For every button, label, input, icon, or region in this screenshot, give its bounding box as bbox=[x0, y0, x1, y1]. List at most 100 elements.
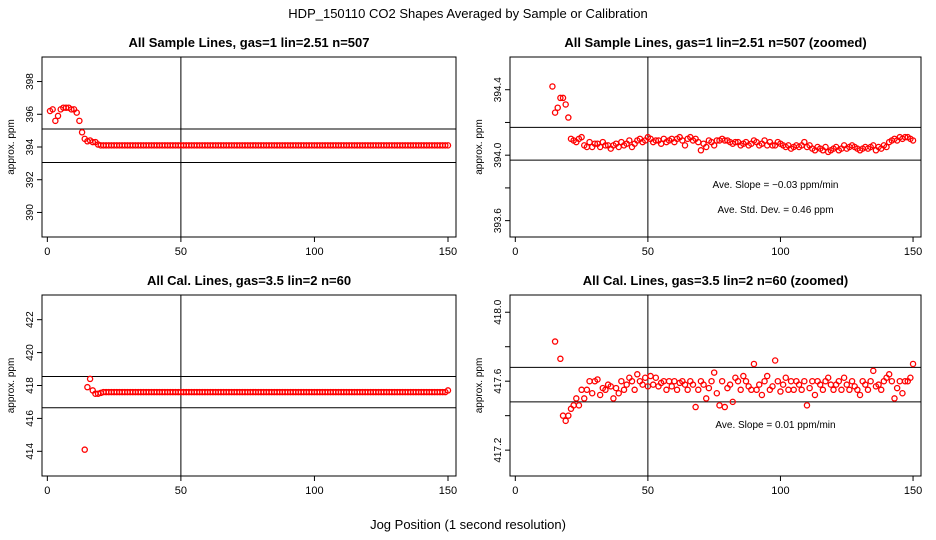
data-point bbox=[769, 142, 776, 149]
data-point bbox=[862, 381, 869, 388]
data-point bbox=[843, 381, 851, 388]
panel-annotation: Ave. Slope = −0.03 ppm/min bbox=[712, 180, 838, 191]
data-point bbox=[816, 381, 824, 388]
data-point bbox=[586, 377, 593, 385]
x-tick-label: 100 bbox=[771, 485, 789, 497]
data-point bbox=[798, 386, 805, 394]
data-point bbox=[554, 104, 561, 111]
data-point bbox=[631, 386, 638, 394]
data-point bbox=[782, 374, 790, 381]
data-point bbox=[689, 381, 697, 388]
y-axis-label: approx. ppm bbox=[6, 358, 17, 414]
data-point bbox=[721, 403, 729, 411]
data-point bbox=[583, 386, 591, 394]
data-point bbox=[580, 395, 588, 402]
data-point bbox=[549, 83, 556, 90]
data-point bbox=[716, 402, 723, 409]
data-point bbox=[663, 386, 670, 394]
y-tick-label: 417.6 bbox=[493, 368, 504, 393]
x-tick-label: 50 bbox=[642, 485, 654, 497]
data-point bbox=[758, 391, 766, 399]
plot-frame bbox=[41, 294, 457, 477]
x-tick-label: 100 bbox=[305, 246, 323, 258]
data-point bbox=[899, 390, 906, 397]
data-point bbox=[753, 386, 760, 394]
data-point bbox=[634, 371, 641, 378]
data-point bbox=[588, 390, 596, 397]
data-point bbox=[806, 384, 813, 392]
data-point bbox=[838, 386, 845, 394]
data-point bbox=[565, 412, 572, 419]
y-tick-label: 394 bbox=[25, 138, 36, 155]
y-tick-label: 418.0 bbox=[493, 299, 504, 324]
data-point bbox=[668, 383, 675, 390]
data-point bbox=[710, 369, 718, 376]
data-point bbox=[615, 390, 622, 397]
x-tick-label: 0 bbox=[512, 246, 518, 258]
data-point bbox=[909, 137, 917, 144]
data-point bbox=[68, 106, 75, 113]
x-tick-label: 150 bbox=[904, 246, 922, 258]
data-point bbox=[864, 386, 872, 394]
data-point bbox=[575, 402, 583, 409]
data-point bbox=[673, 386, 681, 394]
data-point bbox=[750, 360, 758, 368]
y-tick-label: 416 bbox=[25, 410, 36, 427]
x-tick-label: 50 bbox=[175, 246, 187, 258]
data-point bbox=[877, 386, 885, 394]
data-point bbox=[737, 386, 744, 394]
data-point bbox=[803, 402, 811, 409]
panel-annotation: Ave. Slope = 0.01 ppm/min bbox=[715, 420, 835, 431]
x-tick-label: 0 bbox=[44, 485, 50, 497]
figure-title: HDP_150110 CO2 Shapes Averaged by Sample… bbox=[288, 6, 648, 21]
y-axis-label: approx. ppm bbox=[6, 119, 17, 175]
data-point bbox=[444, 142, 452, 149]
data-point bbox=[612, 384, 620, 392]
data-point bbox=[697, 147, 705, 154]
data-point bbox=[573, 395, 580, 402]
data-point bbox=[756, 381, 763, 388]
y-tick-label: 398 bbox=[25, 73, 36, 90]
data-point bbox=[618, 377, 625, 385]
data-point bbox=[856, 391, 864, 399]
y-axis-label: approx. ppm bbox=[474, 119, 485, 175]
data-point bbox=[444, 387, 452, 394]
x-tick-label: 150 bbox=[439, 485, 457, 497]
data-point bbox=[602, 386, 609, 394]
data-point bbox=[705, 384, 713, 392]
data-point bbox=[708, 377, 715, 385]
data-point bbox=[557, 94, 564, 102]
y-tick-label: 392 bbox=[25, 171, 36, 188]
data-point bbox=[761, 377, 768, 385]
x-tick-label: 50 bbox=[175, 485, 187, 497]
data-point bbox=[740, 372, 747, 380]
data-point bbox=[867, 377, 874, 385]
data-point bbox=[78, 129, 86, 136]
data-point bbox=[562, 417, 569, 425]
data-point bbox=[557, 355, 564, 363]
data-point bbox=[779, 381, 787, 388]
x-tick-label: 50 bbox=[642, 246, 654, 258]
chart-panel-1: All Sample Lines, gas=1 lin=2.51 n=507 0 5… bbox=[6, 35, 457, 258]
data-point bbox=[846, 386, 853, 394]
data-point bbox=[819, 386, 827, 394]
data-point bbox=[809, 377, 816, 385]
data-point bbox=[596, 391, 604, 399]
plot-frame bbox=[509, 56, 922, 238]
data-point bbox=[822, 143, 829, 151]
panel-title: All Cal. Lines, gas=3.5 lin=2 n=60 (zoom… bbox=[583, 273, 849, 288]
data-point bbox=[76, 117, 83, 125]
y-tick-label: 394.0 bbox=[493, 142, 504, 167]
data-point bbox=[54, 112, 62, 120]
data-point bbox=[591, 140, 599, 147]
data-point bbox=[565, 114, 572, 121]
panel-annotation: Ave. Std. Dev. = 0.46 ppm bbox=[717, 205, 833, 216]
data-point bbox=[86, 375, 94, 383]
data-point bbox=[795, 381, 803, 388]
data-point bbox=[840, 374, 848, 381]
data-point bbox=[551, 338, 559, 345]
data-point bbox=[888, 377, 896, 385]
data-point bbox=[896, 377, 904, 385]
data-point bbox=[84, 383, 91, 391]
data-point bbox=[551, 109, 559, 116]
